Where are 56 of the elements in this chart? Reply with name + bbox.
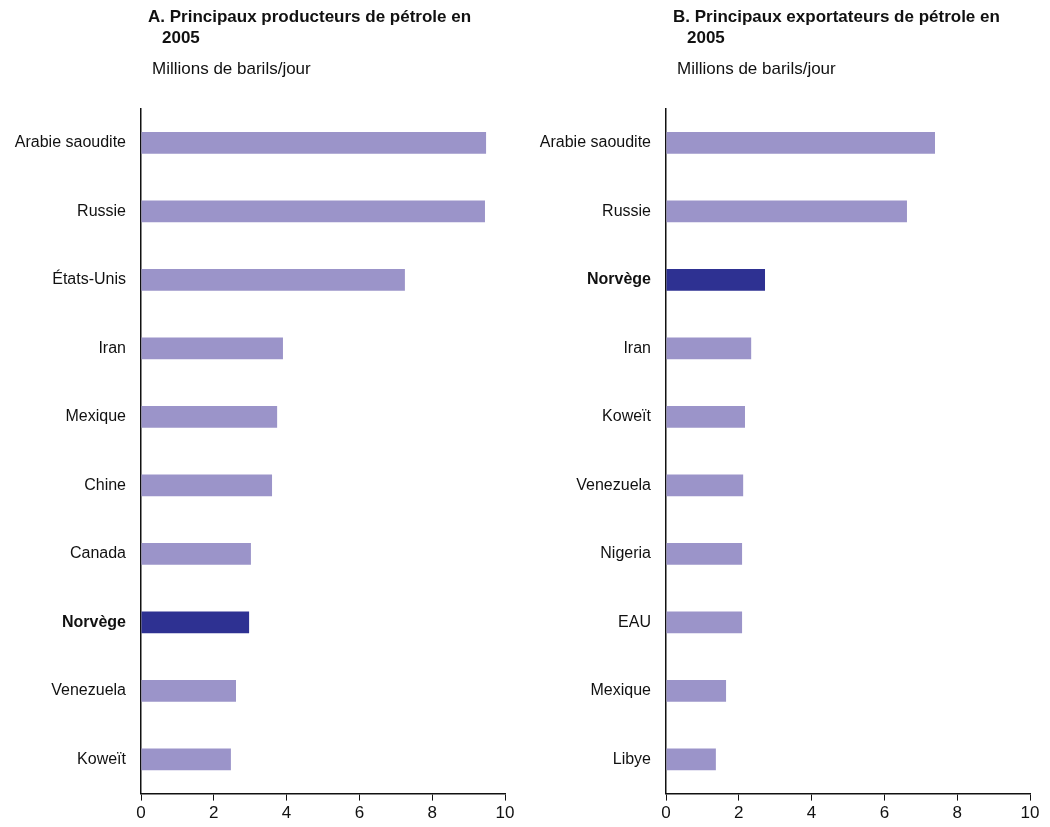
bar bbox=[141, 268, 405, 291]
x-tick-label: 2 bbox=[209, 803, 219, 823]
bar bbox=[141, 131, 487, 154]
x-tick-label: 4 bbox=[281, 803, 292, 823]
x-tick-label: 6 bbox=[354, 803, 365, 823]
x-tick-label: 0 bbox=[136, 803, 146, 823]
chart-title: B. Principaux exportateurs de pétrole en 2005 bbox=[673, 6, 1001, 48]
y-tick-label: Iran bbox=[623, 338, 651, 356]
x-tick-label: 2 bbox=[734, 803, 744, 823]
bar bbox=[141, 542, 251, 565]
x-tick-label: 10 bbox=[1020, 803, 1040, 823]
bar bbox=[141, 474, 273, 497]
bar bbox=[666, 611, 743, 634]
y-tick-label: Libye bbox=[612, 749, 652, 767]
y-tick-label: EAU bbox=[618, 612, 651, 630]
y-tick-label: Mexique bbox=[65, 407, 127, 425]
bar bbox=[141, 679, 236, 702]
bar bbox=[666, 748, 716, 771]
bar bbox=[666, 268, 766, 291]
x-tick-label: 4 bbox=[806, 803, 817, 823]
x-tick-label: 8 bbox=[952, 803, 962, 823]
bar bbox=[666, 474, 744, 497]
y-tick-label: Norvège bbox=[61, 612, 127, 630]
x-tick-label: 8 bbox=[427, 803, 437, 823]
chart-subtitle: Millions de barils/jour bbox=[152, 59, 311, 79]
chart-title: A. Principaux producteurs de pétrole en 2005 bbox=[148, 6, 473, 48]
y-tick-label: États-Unis bbox=[52, 269, 126, 288]
bar bbox=[666, 405, 745, 428]
y-tick-label: Russie bbox=[77, 201, 127, 219]
y-tick-label: Canada bbox=[69, 544, 127, 562]
bar bbox=[141, 748, 231, 771]
y-tick-label: Arabie saoudite bbox=[14, 133, 127, 151]
y-tick-label: Norvège bbox=[586, 270, 652, 288]
y-tick-label: Arabie saoudite bbox=[539, 133, 652, 151]
bar bbox=[666, 542, 743, 565]
bar bbox=[666, 131, 935, 154]
y-tick-label: Mexique bbox=[590, 681, 652, 699]
y-tick-label: Russie bbox=[602, 201, 652, 219]
y-tick-label: Koweït bbox=[77, 749, 127, 767]
bar bbox=[666, 679, 727, 702]
y-tick-label: Koweït bbox=[602, 407, 652, 425]
bar bbox=[141, 200, 485, 223]
y-tick-label: Venezuela bbox=[576, 475, 652, 493]
bar bbox=[666, 200, 907, 223]
chart-subtitle: Millions de barils/jour bbox=[677, 59, 836, 79]
y-tick-label: Nigeria bbox=[600, 544, 652, 562]
bar bbox=[666, 337, 752, 360]
bar bbox=[141, 405, 278, 428]
x-tick-label: 0 bbox=[661, 803, 671, 823]
bar bbox=[141, 337, 283, 360]
y-tick-label: Venezuela bbox=[51, 681, 127, 699]
bar bbox=[141, 611, 250, 634]
y-tick-label: Chine bbox=[84, 475, 127, 493]
x-tick-label: 10 bbox=[495, 803, 515, 823]
x-tick-label: 6 bbox=[879, 803, 890, 823]
y-tick-label: Iran bbox=[98, 338, 126, 356]
